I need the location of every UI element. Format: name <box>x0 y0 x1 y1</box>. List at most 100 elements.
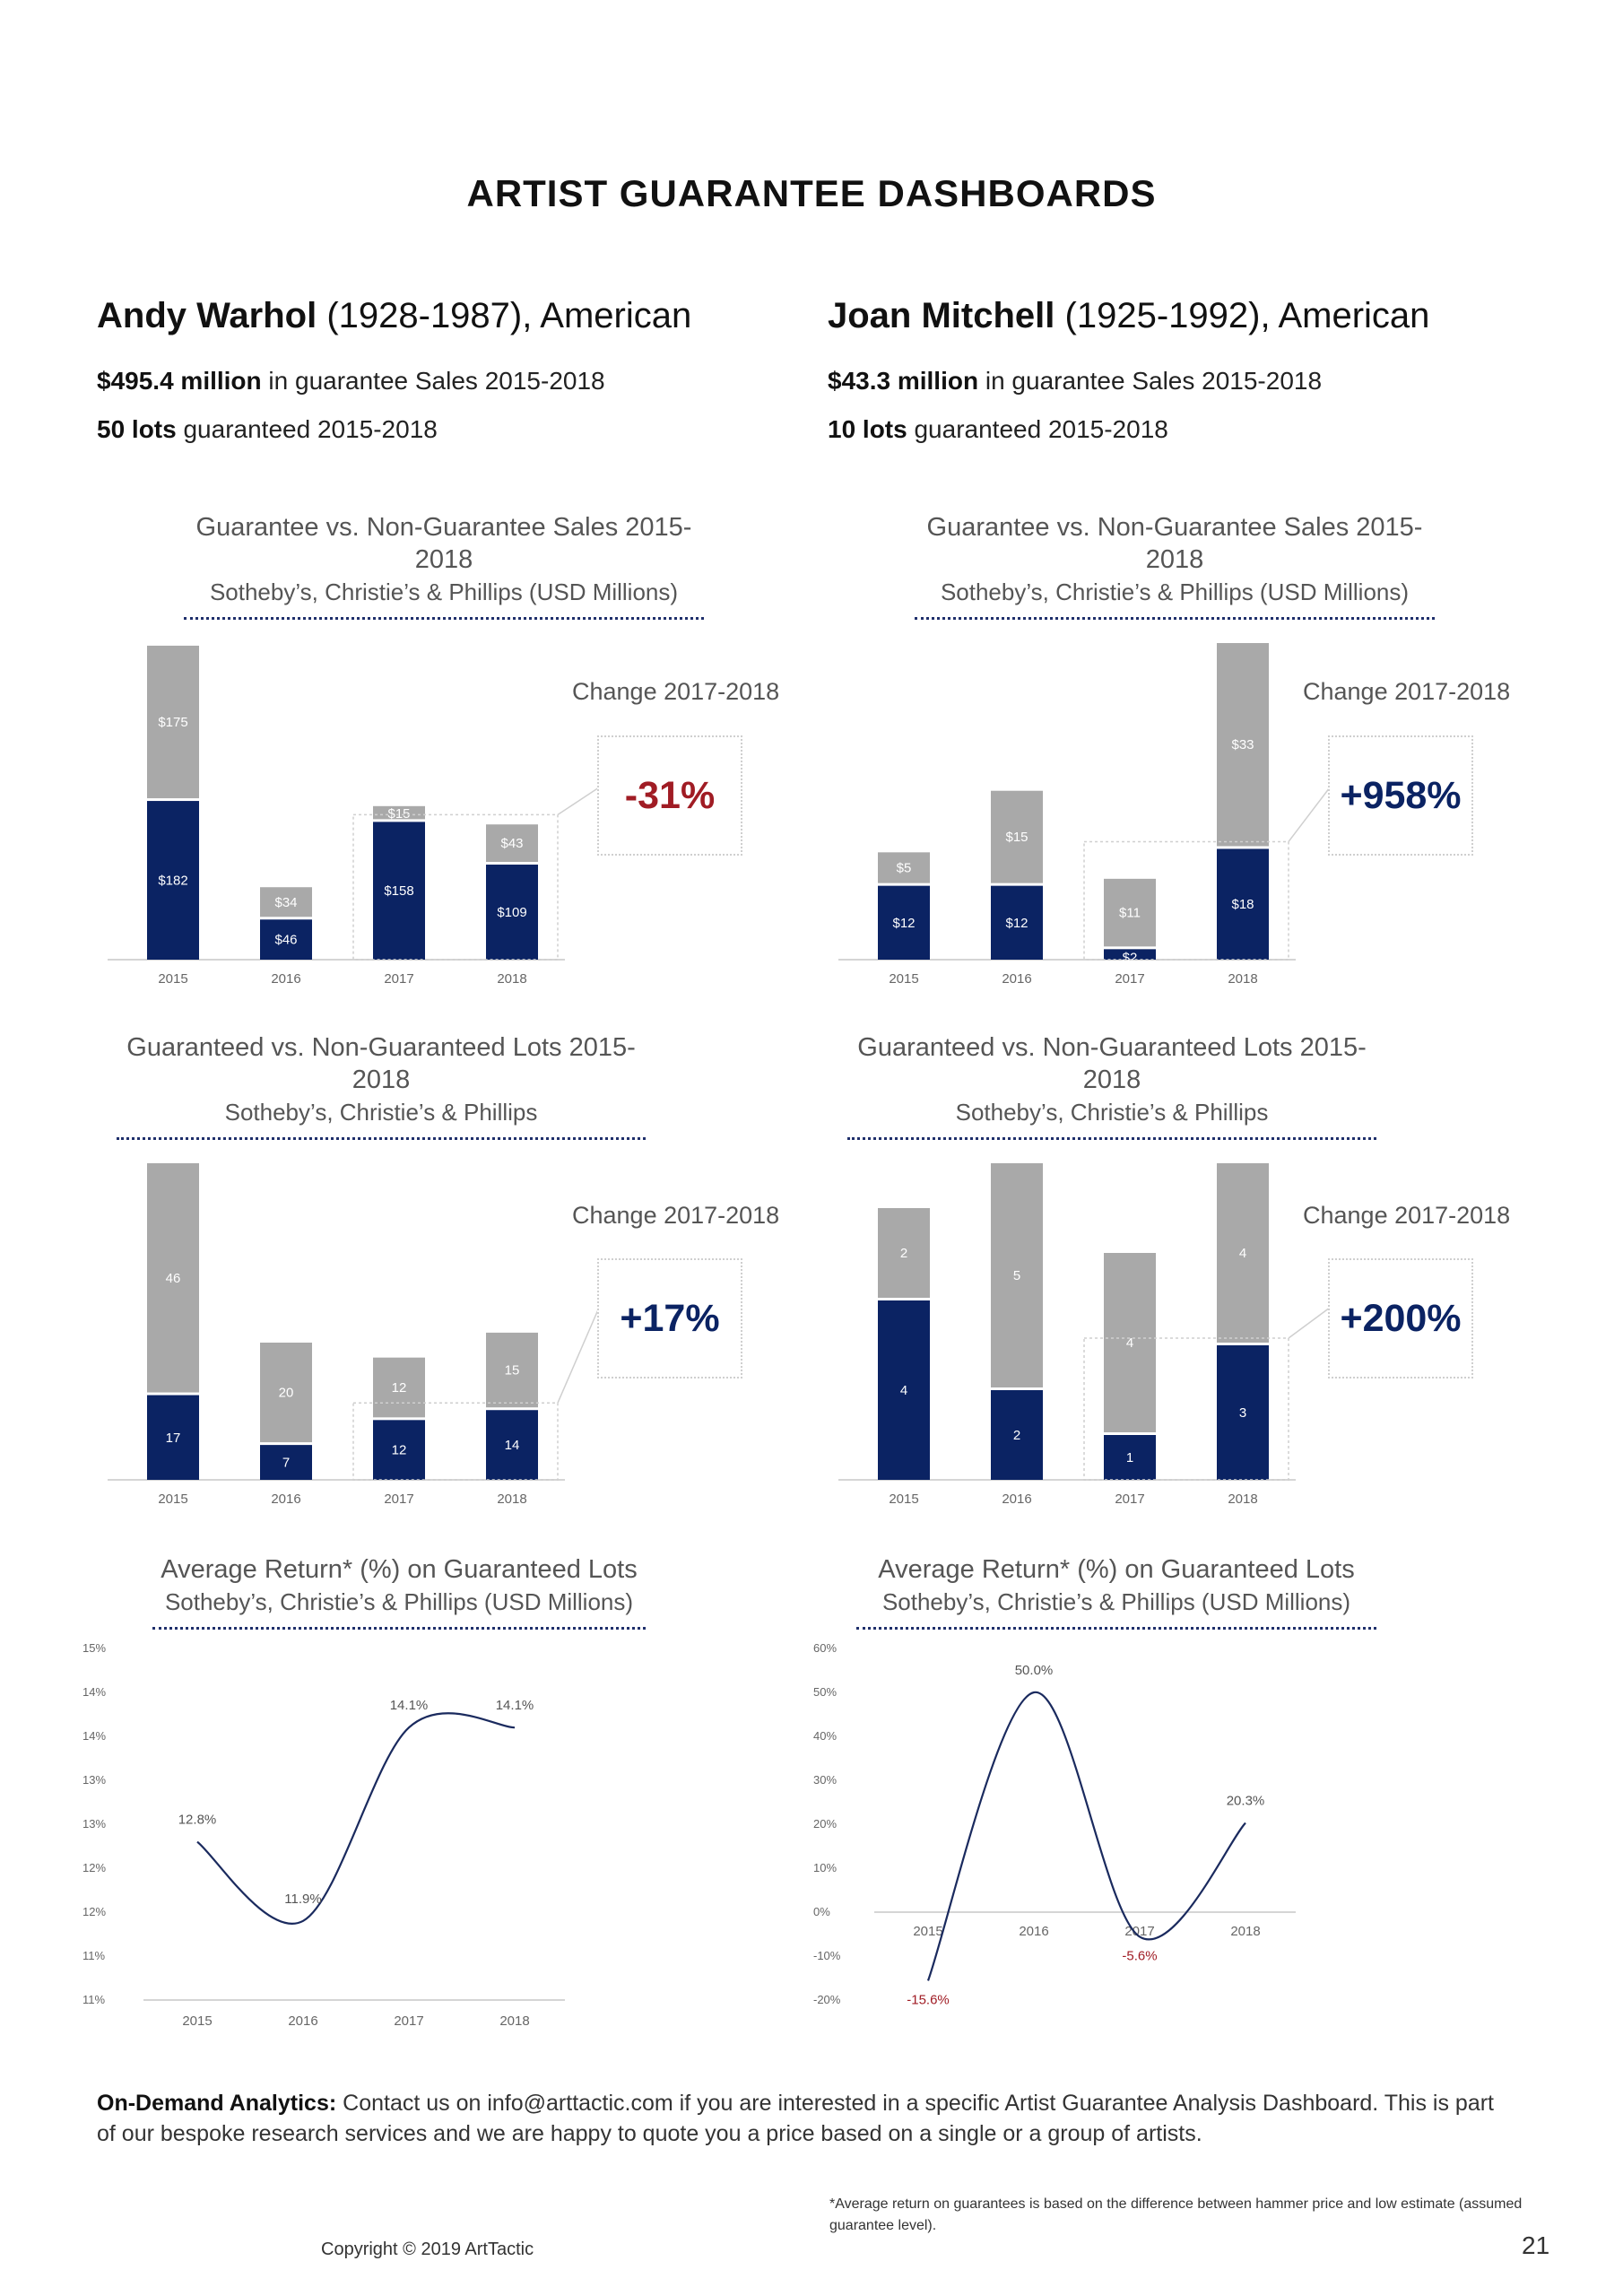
callout-connector <box>1288 787 1331 842</box>
x-tick-label: 2016 <box>271 1492 300 1507</box>
change-box: -31% <box>597 735 742 856</box>
bar-label-guaranteed: $109 <box>497 905 526 920</box>
bar-non-guaranteed-2017 <box>373 805 425 820</box>
bar-guaranteed-2018 <box>1217 1345 1269 1480</box>
lots-stat: 50 lots guaranteed 2015-2018 <box>97 415 814 444</box>
chart-subtitle: Sotheby’s, Christie’s & Phillips (USD Mi… <box>881 1588 1351 1615</box>
y-tick-label: 40% <box>813 1729 837 1743</box>
x-tick-label: 2015 <box>889 971 918 987</box>
bar-label-guaranteed: 1 <box>1126 1450 1133 1465</box>
bar-label-guaranteed: 2 <box>1013 1428 1020 1443</box>
bar-label-guaranteed: $12 <box>892 916 915 931</box>
lots-value: 10 lots <box>828 415 907 443</box>
chart-title: Guaranteed vs. Non-Guaranteed Lots 2015-… <box>126 1033 636 1094</box>
bar-non-guaranteed-2018 <box>1217 643 1269 847</box>
y-tick-label: 0% <box>813 1905 830 1918</box>
return-line <box>926 1691 1246 1981</box>
highlight-box <box>352 1402 559 1481</box>
y-tick-label: -20% <box>813 1993 841 2006</box>
bar-label-non-guaranteed: $34 <box>274 895 297 910</box>
on-demand-analytics: On-Demand Analytics: Contact us on info@… <box>97 2088 1496 2149</box>
bar-chart-mitchell-lots: 4 2 2015 2 5 2016 1 4 2017 3 4 2018 <box>838 1163 1331 1507</box>
copyright: Copyright © 2019 ArtTactic <box>321 2239 534 2259</box>
chart-title-warhol-return: Average Return* (%) on Guaranteed Lots S… <box>152 1553 646 1630</box>
bar-guaranteed-2017 <box>1104 949 1156 960</box>
highlight-box <box>352 813 559 961</box>
bar-label-guaranteed: 4 <box>900 1383 907 1398</box>
x-tick-label: 2017 <box>1115 1492 1144 1507</box>
bar-guaranteed-2016 <box>991 1390 1043 1480</box>
bar-non-guaranteed-2015 <box>878 852 930 883</box>
chart-title-warhol-lots: Guaranteed vs. Non-Guaranteed Lots 2015-… <box>117 1031 646 1140</box>
bar-guaranteed-2018 <box>1217 848 1269 960</box>
bar-label-non-guaranteed: $33 <box>1231 737 1254 752</box>
bar-non-guaranteed-2017 <box>373 1357 425 1418</box>
y-tick-label: 13% <box>82 1817 106 1831</box>
chart-title: Average Return* (%) on Guaranteed Lots <box>878 1555 1355 1584</box>
dotted-rule <box>915 617 1435 620</box>
x-tick-label: 2017 <box>384 1492 413 1507</box>
artist-header-mitchell: Joan Mitchell (1925-1992), American $43.… <box>828 296 1545 444</box>
x-tick-label: 2018 <box>499 2013 529 2029</box>
change-label: Change 2017-2018 <box>1303 678 1511 705</box>
callout-connector <box>557 787 600 816</box>
x-tick-label: 2015 <box>158 1492 187 1507</box>
chart-subtitle: Sotheby’s, Christie’s & Phillips (USD Mi… <box>209 578 679 605</box>
bar-guaranteed-2018 <box>486 1410 538 1480</box>
chart-subtitle: Sotheby’s, Christie’s & Phillips <box>955 1099 1269 1126</box>
chart-subtitle: Sotheby’s, Christie’s & Phillips (USD Mi… <box>164 1588 634 1615</box>
return-line <box>196 1712 516 1925</box>
y-tick-label: 12% <box>82 1861 106 1874</box>
bar-guaranteed-2016 <box>260 1445 312 1480</box>
dotted-rule <box>184 617 704 620</box>
change-box: +200% <box>1328 1258 1473 1378</box>
x-tick-label: 2018 <box>1228 971 1257 987</box>
line-chart-mitchell-return: 60%50%40%30%20%10%0%-10%-20%2015 2016 2017… <box>813 1641 1296 2007</box>
y-tick-label: 11% <box>82 1993 105 2006</box>
x-tick-label: 2015 <box>158 971 187 987</box>
y-tick-label: 13% <box>82 1773 106 1787</box>
bar-label-non-guaranteed: 12 <box>392 1380 407 1396</box>
lots-text: guaranteed 2015-2018 <box>914 415 1168 443</box>
footer-body: Contact us on info@arttactic.com if you … <box>97 2091 1495 2146</box>
y-tick-label: -10% <box>813 1949 841 1962</box>
chart-title-mitchell-return: Average Return* (%) on Guaranteed Lots S… <box>856 1553 1376 1630</box>
bar-chart-warhol-lots: 17 46 2015 7 20 2016 12 12 2017 14 15 2018 <box>108 1163 600 1507</box>
x-tick-label: 2018 <box>497 971 526 987</box>
dotted-rule <box>856 1627 1376 1630</box>
change-value: +17% <box>620 1296 720 1340</box>
sales-stat: $43.3 million in guarantee Sales 2015-20… <box>828 367 1545 396</box>
artist-header-warhol: Andy Warhol (1928-1987), American $495.4… <box>97 296 814 444</box>
chart-title-warhol-sales: Guarantee vs. Non-Guarantee Sales 2015-2… <box>184 511 704 620</box>
bar-guaranteed-2017 <box>1104 1435 1156 1480</box>
bar-label-non-guaranteed: $43 <box>500 836 523 851</box>
change-label: Change 2017-2018 <box>572 1202 780 1229</box>
dotted-rule <box>117 1137 646 1140</box>
chart-title-mitchell-sales: Guarantee vs. Non-Guarantee Sales 2015-2… <box>915 511 1435 620</box>
bar-label-non-guaranteed: 4 <box>1126 1335 1133 1351</box>
highlight-box <box>1083 1337 1289 1481</box>
bar-non-guaranteed-2015 <box>878 1208 930 1298</box>
bar-guaranteed-2015 <box>878 1300 930 1480</box>
x-tick-label: 2016 <box>271 971 300 987</box>
y-tick-label: 60% <box>813 1641 837 1655</box>
bar-label-non-guaranteed: $15 <box>1005 830 1028 845</box>
data-label: 12.8% <box>178 1813 217 1828</box>
bar-non-guaranteed-2016 <box>991 790 1043 883</box>
change-box: +958% <box>1328 735 1473 856</box>
bar-label-guaranteed: 7 <box>282 1456 290 1471</box>
bar-guaranteed-2015 <box>147 1395 199 1480</box>
bar-guaranteed-2015 <box>147 801 199 960</box>
bar-non-guaranteed-2017 <box>1104 1253 1156 1432</box>
x-tick-label: 2016 <box>1002 971 1031 987</box>
chart-subtitle: Sotheby’s, Christie’s & Phillips (USD Mi… <box>940 578 1410 605</box>
x-tick-label: 2016 <box>288 2013 317 2029</box>
chart-title: Guarantee vs. Non-Guarantee Sales 2015-2… <box>195 513 692 574</box>
bar-label-non-guaranteed: 20 <box>279 1386 294 1401</box>
bar-non-guaranteed-2018 <box>1217 1163 1269 1343</box>
data-label: 50.0% <box>1015 1663 1054 1678</box>
chart-title: Guarantee vs. Non-Guarantee Sales 2015-2… <box>926 513 1423 574</box>
bar-label-guaranteed: $12 <box>1005 916 1028 931</box>
y-tick-label: 12% <box>82 1905 106 1918</box>
bar-non-guaranteed-2015 <box>147 1163 199 1393</box>
